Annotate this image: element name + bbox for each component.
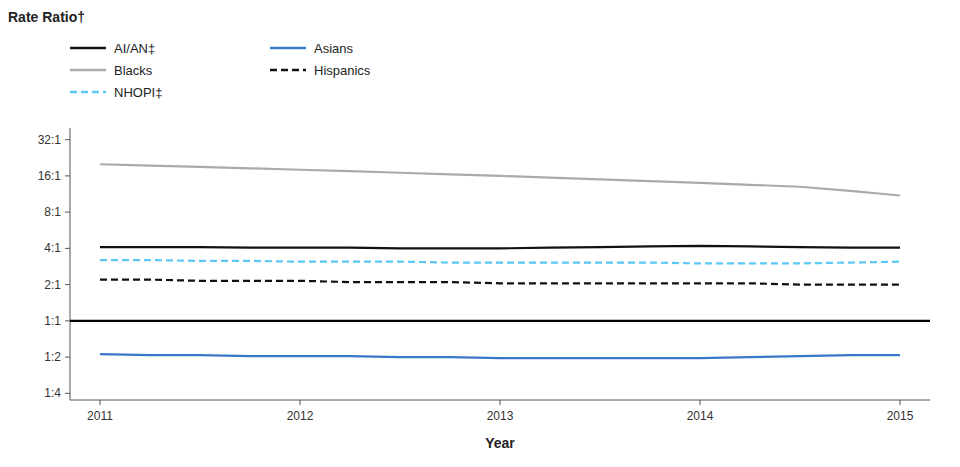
legend-swatch	[270, 47, 306, 50]
y-tick	[65, 212, 70, 213]
y-tick	[65, 320, 70, 321]
y-tick	[65, 357, 70, 358]
axes: 1:4 1:2 1:1 2:1 4:1 8:1 16:1 32:1 2011 2012 2013 20…	[38, 128, 930, 423]
legend-label: AI/AN‡	[114, 41, 155, 56]
series-line	[100, 280, 900, 285]
legend-item: Hispanics	[270, 63, 371, 78]
y-tick-label: 8:1	[44, 205, 61, 219]
legend-label: Asians	[314, 41, 354, 56]
legend-item: NHOPI‡	[70, 85, 162, 100]
y-tick-label: 16:1	[38, 169, 62, 183]
legend-swatch	[70, 69, 106, 72]
x-tick	[300, 400, 301, 405]
y-tick	[65, 248, 70, 249]
legend-swatch	[70, 47, 106, 50]
x-tick	[700, 400, 701, 405]
legend-item: Blacks	[70, 63, 153, 78]
plot-area	[70, 164, 930, 358]
y-tick-label: 2:1	[44, 278, 61, 292]
x-tick	[100, 400, 101, 405]
y-tick-label: 1:1	[44, 314, 61, 328]
legend-item: Asians	[270, 41, 354, 56]
chart: Rate Ratio† AI/AN‡ Asians Blacks Hispanics NH…	[0, 0, 960, 467]
x-tick-label: 2011	[87, 409, 113, 423]
legend-label: NHOPI‡	[114, 85, 162, 100]
legend-label: Hispanics	[314, 63, 371, 78]
legend-item: AI/AN‡	[70, 41, 155, 56]
legend-label: Blacks	[114, 63, 153, 78]
y-axis-label: Rate Ratio†	[8, 9, 85, 25]
x-axis-label: Year	[485, 435, 515, 451]
x-tick	[900, 400, 901, 405]
legend-swatch	[270, 69, 306, 72]
x-tick-label: 2015	[887, 409, 914, 423]
legend-swatch	[70, 91, 106, 94]
reference-line	[70, 320, 930, 322]
x-tick-label: 2014	[687, 409, 714, 423]
series-line	[100, 354, 900, 358]
series-line	[100, 260, 900, 263]
y-tick-label: 32:1	[38, 133, 62, 147]
series-line	[100, 164, 900, 195]
y-tick-label: 1:2	[44, 350, 61, 364]
y-tick	[65, 139, 70, 140]
legend: AI/AN‡ Asians Blacks Hispanics NHOPI‡	[70, 41, 371, 100]
x-tick-label: 2012	[287, 409, 314, 423]
x-tick	[500, 400, 501, 405]
series-line	[100, 246, 900, 249]
y-tick-label: 4:1	[44, 241, 61, 255]
y-tick	[65, 393, 70, 394]
y-tick-label: 1:4	[44, 386, 61, 400]
x-tick-label: 2013	[487, 409, 514, 423]
y-tick	[65, 284, 70, 285]
y-axis-line	[70, 128, 71, 400]
y-tick	[65, 175, 70, 176]
